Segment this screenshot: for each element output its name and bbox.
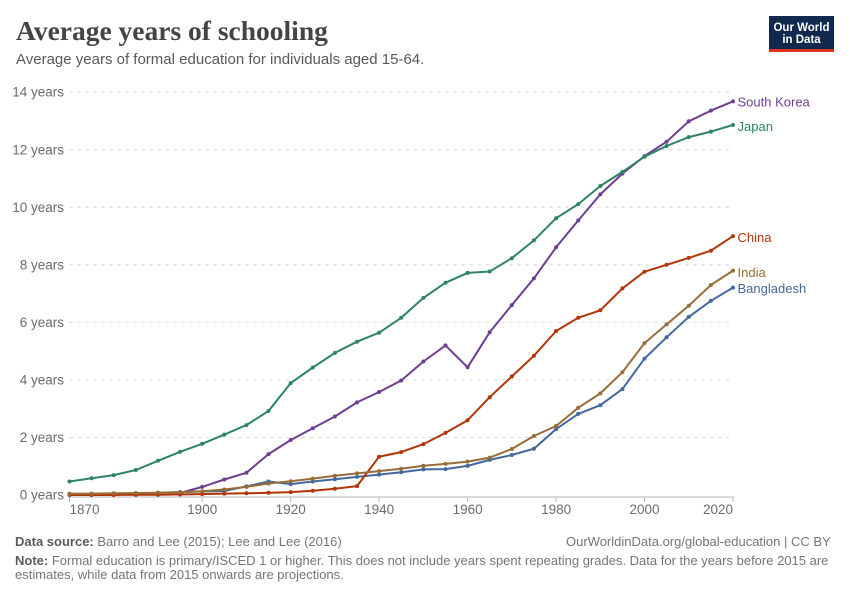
svg-text:14 years: 14 years [12,85,64,100]
svg-text:1940: 1940 [364,502,394,517]
svg-text:2000: 2000 [629,502,659,517]
svg-text:12 years: 12 years [12,142,64,157]
svg-text:Bangladesh: Bangladesh [738,281,807,296]
svg-text:10 years: 10 years [12,200,64,215]
svg-text:2020: 2020 [703,502,733,517]
svg-text:6 years: 6 years [20,315,65,330]
svg-text:1960: 1960 [453,502,483,517]
svg-text:4 years: 4 years [20,372,65,387]
svg-text:India: India [738,265,767,280]
svg-text:1980: 1980 [541,502,571,517]
svg-text:South Korea: South Korea [738,95,811,110]
svg-text:1900: 1900 [187,502,217,517]
svg-text:China: China [738,230,773,245]
svg-text:1920: 1920 [276,502,306,517]
svg-text:0 years: 0 years [20,488,65,503]
svg-text:Japan: Japan [738,119,773,134]
svg-text:8 years: 8 years [20,257,65,272]
svg-text:2 years: 2 years [20,430,65,445]
svg-text:1870: 1870 [70,502,100,517]
